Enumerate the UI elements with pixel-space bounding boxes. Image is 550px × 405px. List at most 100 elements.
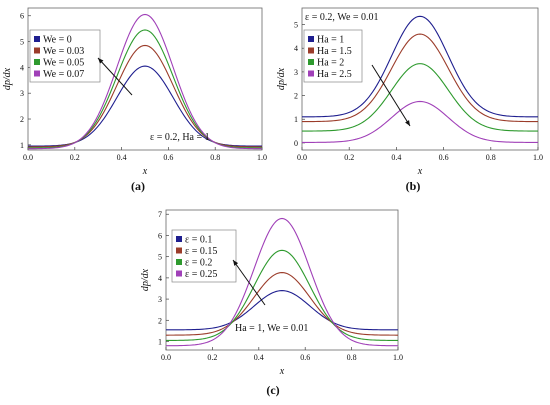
legend-label-2: ε = 0.2 bbox=[185, 258, 212, 269]
legend-swatch-3 bbox=[308, 70, 314, 77]
x-tick-label: 0.0 bbox=[23, 153, 33, 162]
plot-frame bbox=[165, 209, 399, 351]
series-line-1 bbox=[28, 44, 262, 148]
plot-frame bbox=[301, 7, 539, 151]
trend-arrow-head bbox=[233, 260, 239, 266]
y-tick-label: 5 bbox=[20, 38, 24, 47]
x-axis-label: x bbox=[417, 166, 423, 177]
series-line-0 bbox=[166, 290, 398, 331]
x-tick-label: 0.2 bbox=[207, 353, 217, 362]
legend-swatch-1 bbox=[34, 47, 40, 54]
series-line-1 bbox=[166, 272, 398, 336]
parameter-annotation: Ha = 1, We = 0.01 bbox=[235, 323, 308, 334]
y-tick-label: 2 bbox=[20, 115, 24, 124]
trend-arrow-head bbox=[405, 120, 410, 126]
x-tick-label: 0.6 bbox=[439, 153, 449, 162]
panel-label: (b) bbox=[406, 179, 421, 193]
x-tick-label: 0.4 bbox=[117, 153, 127, 162]
y-axis-label: dp/dx bbox=[140, 268, 151, 291]
series-line-3 bbox=[302, 100, 538, 143]
legend-label-0: Ha = 1 bbox=[317, 35, 344, 46]
y-tick-label: 3 bbox=[158, 295, 162, 304]
x-tick-label: 1.0 bbox=[257, 153, 267, 162]
y-tick-label: 3 bbox=[294, 68, 298, 77]
panel-label: (a) bbox=[131, 179, 145, 193]
x-tick-label: 0.6 bbox=[163, 153, 173, 162]
plot-frame bbox=[27, 7, 263, 151]
x-tick-label: 0.4 bbox=[391, 153, 401, 162]
parameter-annotation: ε = 0.2, Ha = 1 bbox=[150, 132, 210, 143]
x-tick-label: 0.8 bbox=[486, 153, 496, 162]
y-tick-label: 2 bbox=[158, 316, 162, 325]
y-tick-label: 4 bbox=[294, 44, 298, 53]
y-tick-label: 3 bbox=[20, 89, 24, 98]
x-tick-label: 0.2 bbox=[344, 153, 354, 162]
y-tick-label: 1 bbox=[294, 115, 298, 124]
y-tick-label: 4 bbox=[158, 274, 162, 283]
trend-arrow-shaft bbox=[97, 57, 133, 96]
legend-label-1: ε = 0.15 bbox=[185, 246, 217, 257]
x-tick-label: 0.8 bbox=[210, 153, 220, 162]
series-line-3 bbox=[166, 217, 398, 347]
legend-swatch-2 bbox=[34, 59, 40, 65]
legend-label-2: Ha = 2 bbox=[317, 58, 344, 69]
y-tick-label: 6 bbox=[20, 12, 24, 21]
series-line-1 bbox=[302, 33, 538, 123]
legend: Ha = 1Ha = 1.5Ha = 2Ha = 2.5 bbox=[303, 29, 363, 83]
trend-arrow-shaft bbox=[232, 259, 266, 306]
legend-swatch-3 bbox=[176, 270, 182, 277]
x-axis-label: x bbox=[279, 366, 285, 377]
legend-swatch-0 bbox=[308, 36, 314, 42]
x-tick-label: 1.0 bbox=[533, 153, 543, 162]
x-axis-label: x bbox=[142, 166, 148, 177]
legend-label-0: ε = 0.1 bbox=[185, 235, 212, 246]
y-tick-label: 1 bbox=[20, 141, 24, 150]
y-tick-label: 2 bbox=[294, 92, 298, 101]
legend-swatch-2 bbox=[308, 59, 314, 65]
legend-label-0: We = 0 bbox=[43, 35, 72, 46]
legend: ε = 0.1ε = 0.15ε = 0.2ε = 0.25 bbox=[171, 229, 237, 283]
x-tick-label: 0.4 bbox=[254, 353, 264, 362]
y-tick-label: 4 bbox=[20, 63, 24, 72]
series-line-2 bbox=[302, 63, 538, 132]
x-tick-label: 1.0 bbox=[393, 353, 403, 362]
x-tick-label: 0.0 bbox=[297, 153, 307, 162]
trend-arrow-shaft bbox=[371, 64, 411, 127]
legend-label-1: Ha = 1.5 bbox=[317, 46, 352, 57]
legend-swatch-0 bbox=[176, 236, 182, 242]
y-tick-label: 5 bbox=[294, 21, 298, 30]
trend-arrow-head bbox=[98, 58, 104, 64]
legend-swatch-3 bbox=[34, 70, 40, 77]
y-tick-label: 5 bbox=[158, 253, 162, 262]
y-tick-label: 0 bbox=[294, 139, 298, 148]
y-axis-label: dp/dx bbox=[276, 67, 287, 90]
y-tick-label: 6 bbox=[158, 231, 162, 240]
series-line-3 bbox=[28, 13, 262, 150]
x-tick-label: 0.2 bbox=[70, 153, 80, 162]
legend-label-2: We = 0.05 bbox=[43, 58, 84, 69]
legend-box bbox=[29, 29, 101, 83]
parameter-annotation: ε = 0.2, We = 0.01 bbox=[305, 12, 379, 23]
legend-label-3: Ha = 2.5 bbox=[317, 69, 352, 80]
legend-box bbox=[171, 229, 237, 283]
y-tick-label: 1 bbox=[158, 338, 162, 347]
legend-swatch-1 bbox=[308, 47, 314, 54]
x-tick-label: 0.6 bbox=[300, 353, 310, 362]
legend-swatch-0 bbox=[34, 36, 40, 42]
x-tick-label: 0.8 bbox=[347, 353, 357, 362]
legend-swatch-2 bbox=[176, 259, 182, 265]
panel-label: (c) bbox=[266, 383, 279, 397]
x-tick-label: 0.0 bbox=[161, 353, 171, 362]
legend-swatch-1 bbox=[176, 247, 182, 254]
legend-label-3: We = 0.07 bbox=[43, 69, 84, 80]
y-axis-label: dp/dx bbox=[2, 67, 13, 90]
series-line-2 bbox=[166, 249, 398, 341]
series-line-0 bbox=[302, 15, 538, 118]
legend-label-1: We = 0.03 bbox=[43, 46, 84, 57]
y-tick-label: 7 bbox=[158, 210, 162, 219]
